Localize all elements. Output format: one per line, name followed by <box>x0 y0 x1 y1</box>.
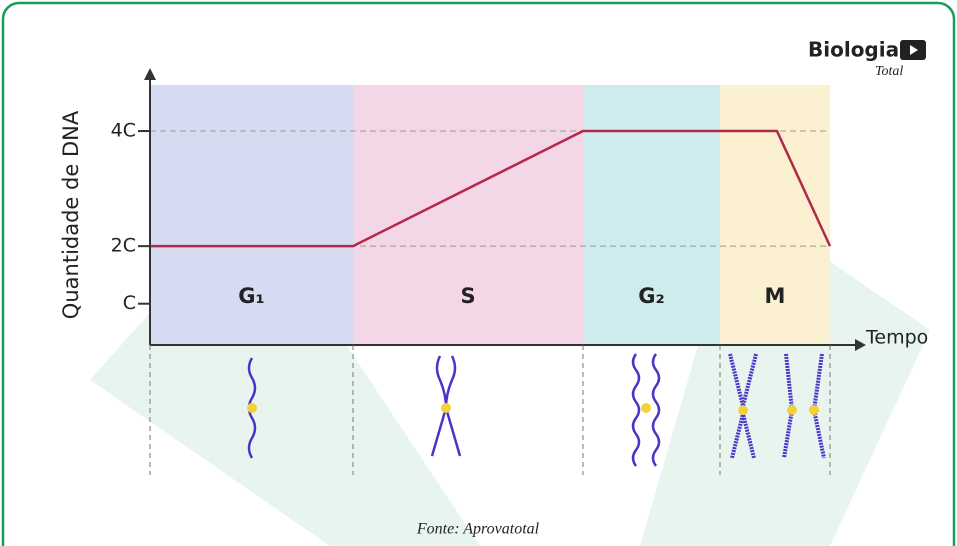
phase-label: G₁ <box>238 284 264 308</box>
phase-label: M <box>765 284 786 308</box>
y-axis-label: Quantidade de DNA <box>59 110 83 319</box>
chart: Biologia Total Quantidade de DNA Tempo F… <box>0 0 957 546</box>
x-axis-label: Tempo <box>865 327 928 349</box>
logo-subtitle: Total <box>875 64 903 79</box>
source: Fonte: Aprovatotal <box>416 521 540 538</box>
logo-title: Biologia <box>808 38 899 62</box>
y-tick-label: 2C <box>111 235 136 257</box>
y-tick-label: 4C <box>111 120 136 142</box>
plot: G₁ S G₂ M C 2C 4C <box>111 85 830 344</box>
phase-label: G₂ <box>638 284 664 308</box>
phase-label: S <box>460 284 475 308</box>
y-tick-label: C <box>123 292 136 314</box>
